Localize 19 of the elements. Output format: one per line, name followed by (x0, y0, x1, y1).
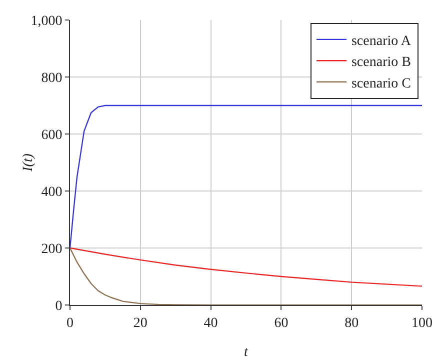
x-tick-label: 0 (66, 316, 74, 331)
x-tick-label: 100 (412, 316, 432, 331)
y-axis-title: I(t) (21, 153, 36, 172)
legend-label: scenario C (351, 76, 411, 92)
y-tick-label: 200 (41, 242, 62, 257)
legend-label: scenario B (351, 55, 411, 70)
x-tick-label: 60 (274, 316, 288, 331)
x-tick-label: 20 (133, 316, 148, 331)
y-tick-label: 1,000 (30, 14, 62, 29)
x-tick-label: 40 (204, 316, 218, 331)
line-series (70, 104, 422, 249)
line-series (70, 247, 422, 287)
y-tick-label: 400 (41, 184, 62, 200)
legend-label: scenario A (351, 34, 412, 49)
y-tick-label: 0 (55, 298, 62, 314)
x-axis-title: t (244, 345, 250, 360)
x-tick-label: 80 (344, 316, 359, 331)
y-tick-label: 600 (41, 128, 62, 143)
y-tick-label: 800 (41, 70, 62, 86)
